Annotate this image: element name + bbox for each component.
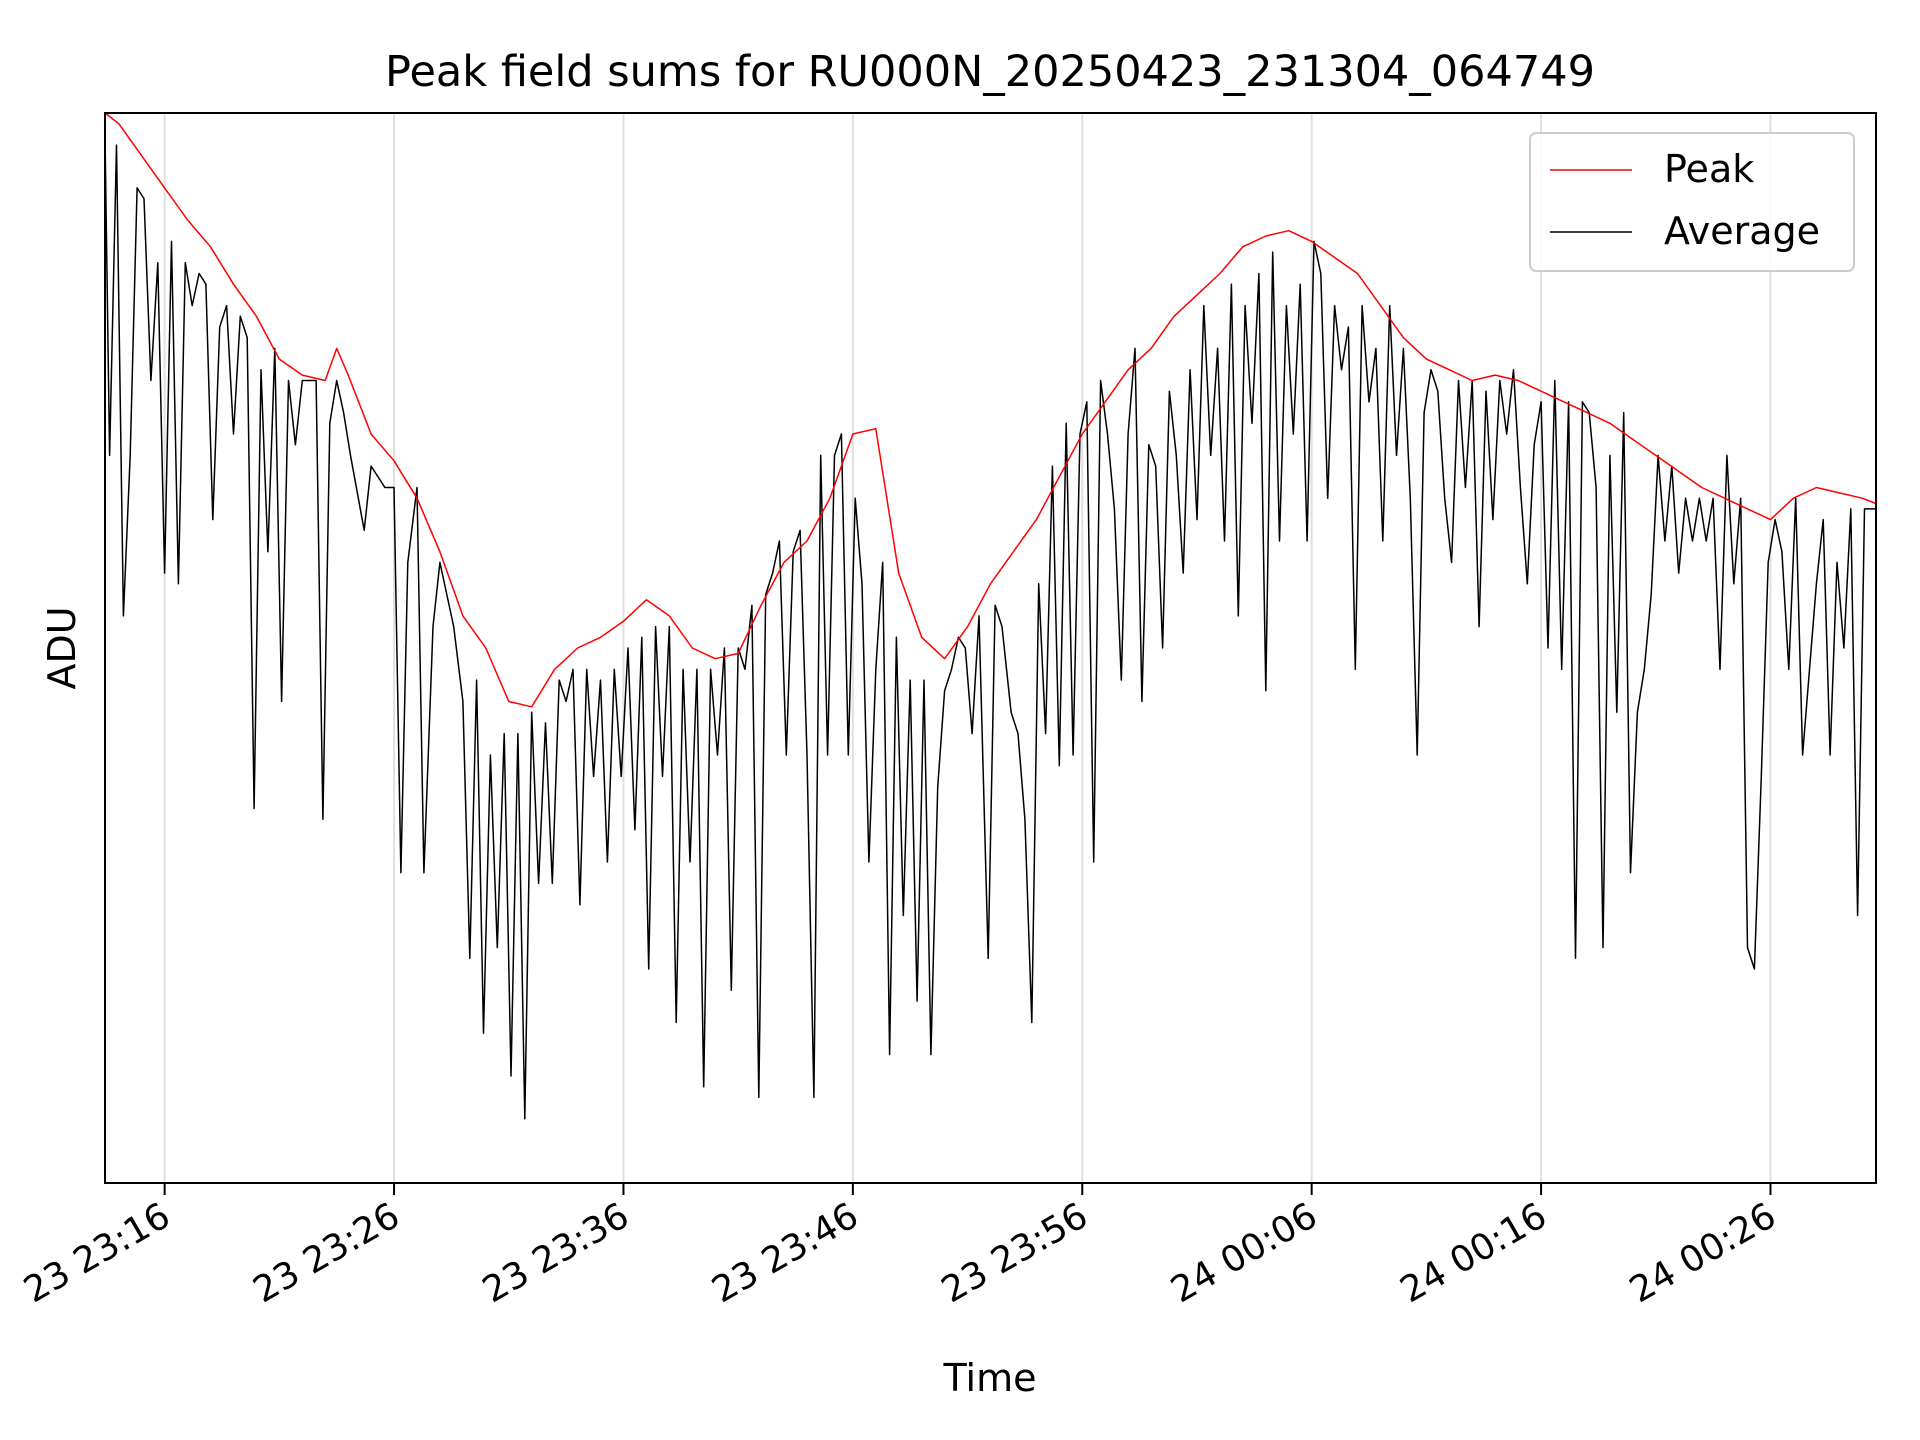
series-lines — [104, 112, 1877, 1120]
y-axis-label: ADU — [40, 606, 84, 689]
legend-box — [1529, 132, 1855, 272]
plot-frame — [104, 112, 1877, 1184]
x-gridlines — [163, 113, 1772, 1183]
series-line-average — [104, 134, 1876, 1120]
legend-label-average: Average — [1664, 209, 1820, 253]
legend: Peak Average — [1529, 132, 1855, 272]
series-line-peak — [104, 112, 1877, 708]
legend-label-peak: Peak — [1664, 147, 1754, 191]
chart-title: Peak field sums for RU000N_20250423_2313… — [385, 47, 1595, 97]
x-axis-label: Time — [943, 1356, 1037, 1400]
